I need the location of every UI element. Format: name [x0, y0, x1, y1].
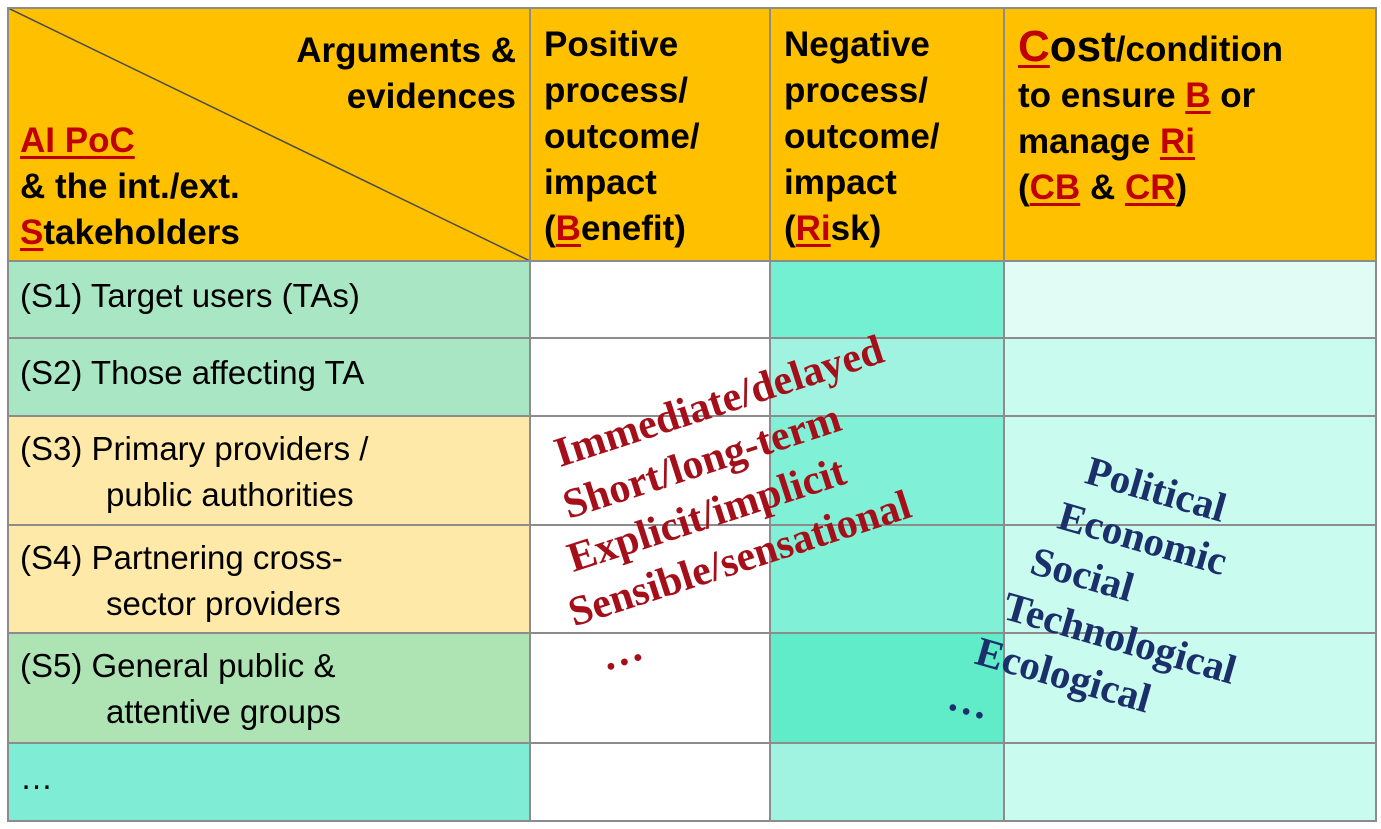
cost-manage-text: manage	[1018, 122, 1160, 161]
risk-line5: (Risk)	[784, 206, 940, 252]
header-corner-cell: Arguments & evidences AI PoC & the int./…	[8, 8, 530, 261]
risk-line4: impact	[784, 163, 897, 202]
risk-line2: process/	[784, 71, 928, 110]
column-axis-label: Arguments & evidences	[296, 28, 516, 120]
header-cost-cell: Cost/condition to ensure B or manage Ri …	[1004, 8, 1376, 261]
cost-ensure-text: to ensure	[1018, 76, 1186, 115]
row-s2-label: (S2) Those affecting TA	[20, 354, 365, 391]
cost-line2: to ensure B or	[1018, 73, 1283, 119]
row-more-label-cell: …	[8, 743, 530, 821]
row-s4-label-cell: (S4) Partnering cross- sector providers	[8, 525, 530, 633]
cost-amp: &	[1080, 168, 1125, 207]
benefit-line2: process/	[544, 71, 688, 110]
risk-paren: (	[784, 209, 796, 248]
row-s1-label: (S1) Target users (TAs)	[20, 277, 360, 314]
risk-line1: Negative	[784, 25, 930, 64]
ai-poc-label: AI PoC	[20, 121, 135, 160]
row-s3-label-cell: (S3) Primary providers / public authorit…	[8, 416, 530, 525]
cost-ost: ost	[1049, 22, 1116, 71]
stakeholders-rest: takeholders	[43, 213, 240, 252]
row-more-label: …	[20, 759, 53, 796]
cost-cr-key: CR	[1124, 168, 1176, 207]
cost-paren-close: )	[1175, 168, 1188, 207]
benefit-line3: outcome/	[544, 117, 700, 156]
cost-s1-cell	[1004, 261, 1376, 338]
corner-diagonal	[8, 8, 530, 261]
row-s5-label-cell: (S5) General public & attentive groups	[8, 633, 530, 743]
benefit-line5: (Benefit)	[544, 206, 700, 252]
header-benefit-cell: Positive process/ outcome/ impact (Benef…	[530, 8, 770, 261]
cost-column-body	[1004, 261, 1376, 821]
benefit-rest: enefit)	[580, 209, 686, 248]
cost-cb-key: CB	[1029, 168, 1081, 207]
cost-key-letter: C	[1018, 22, 1050, 71]
stakeholders-line2: & the int./ext.	[20, 167, 240, 206]
cost-line1: Cost/condition	[1018, 24, 1283, 73]
cost-line4: (CB & CR)	[1018, 165, 1283, 211]
column-axis-line2: evidences	[346, 77, 516, 116]
risk-rest: sk)	[830, 209, 882, 248]
cost-or-text: or	[1210, 76, 1256, 115]
risk-s1-cell	[770, 261, 1004, 338]
row-axis-label: AI PoC & the int./ext. Stakeholders	[20, 118, 240, 256]
row-s5-label-line1: (S5) General public &	[20, 647, 336, 684]
column-axis-line1: Arguments &	[296, 31, 516, 70]
header-risk-cell: Negative process/ outcome/ impact (Risk)	[770, 8, 1004, 261]
cost-condition: /condition	[1115, 30, 1283, 69]
cost-line3: manage Ri	[1018, 119, 1283, 165]
row-s3-label-line2: public authorities	[106, 476, 354, 513]
cost-paren-open: (	[1018, 168, 1030, 207]
benefit-paren: (	[544, 209, 556, 248]
cost-benefit-key: B	[1185, 76, 1211, 115]
benefit-column-body	[530, 261, 770, 821]
row-s4-label-line2: sector providers	[106, 585, 341, 622]
benefit-line1: Positive	[544, 25, 679, 64]
row-s3-label-line1: (S3) Primary providers /	[20, 430, 369, 467]
risk-line3: outcome/	[784, 117, 940, 156]
row-s1-label-cell: (S1) Target users (TAs)	[8, 261, 530, 338]
cost-risk-key: Ri	[1160, 122, 1195, 161]
row-s5-label-line2: attentive groups	[106, 693, 341, 730]
benefit-key-letter: B	[555, 209, 581, 248]
row-s2-label-cell: (S2) Those affecting TA	[8, 338, 530, 416]
stakeholders-key-letter: S	[20, 213, 44, 252]
risk-s5-cell	[770, 633, 1004, 743]
benefit-line4: impact	[544, 163, 657, 202]
stakeholders-line3: Stakeholders	[20, 210, 240, 256]
risk-key-letters: Ri	[795, 209, 831, 248]
row-s4-label-line1: (S4) Partnering cross-	[20, 539, 343, 576]
